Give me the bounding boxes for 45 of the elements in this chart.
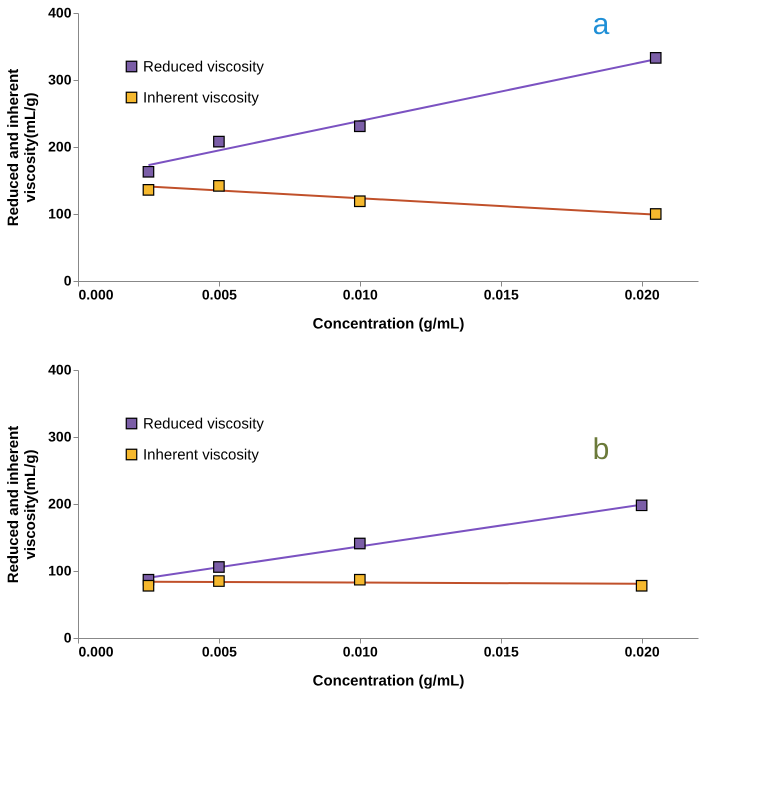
point <box>650 52 662 64</box>
x-tick-label: 0.000 <box>78 286 114 302</box>
y-tick-label: 0 <box>64 630 72 646</box>
y-axis-title: Reduced and inherent viscosity(mL/g) <box>5 68 40 226</box>
legend-label: Reduced viscosity <box>143 416 264 432</box>
point <box>354 120 366 132</box>
x-tick-label: 0.020 <box>624 286 660 302</box>
annotation: b <box>592 433 610 466</box>
point <box>142 166 154 178</box>
x-tick-label: 0.015 <box>484 644 519 660</box>
point <box>354 538 366 550</box>
y-tick-label: 100 <box>48 206 72 222</box>
y-tick-label: 0 <box>64 272 72 288</box>
point <box>636 499 648 512</box>
x-tick-label: 0.000 <box>78 644 114 660</box>
annotation: a <box>592 8 610 41</box>
x-tick-label: 0.010 <box>342 286 378 302</box>
x-axis-title: Concentration (g/mL) <box>312 672 464 690</box>
y-tick-label: 200 <box>48 138 72 154</box>
x-tick-label: 0.015 <box>484 286 519 302</box>
x-tick-label: 0.010 <box>342 644 378 660</box>
y-tick-label: 400 <box>48 4 72 20</box>
point <box>354 574 366 586</box>
legend-label: Reduced viscosity <box>143 58 264 76</box>
legend-label: Inherent viscosity <box>143 90 260 106</box>
legend-label: Inherent viscosity <box>143 446 260 464</box>
y-tick-label: 100 <box>48 562 72 578</box>
y-tick-label: 200 <box>48 496 72 512</box>
point <box>213 575 225 587</box>
y-tick-label: 400 <box>48 362 72 378</box>
point <box>142 184 154 196</box>
point <box>213 180 225 192</box>
x-tick-label: 0.005 <box>202 286 238 302</box>
point <box>142 580 154 592</box>
x-tick-label: 0.005 <box>202 644 238 660</box>
y-tick-label: 300 <box>48 428 72 444</box>
point <box>213 561 225 573</box>
point <box>636 580 648 592</box>
point <box>213 136 225 148</box>
point <box>650 208 662 220</box>
y-tick-label: 300 <box>48 72 72 88</box>
y-axis-title: Reduced and inherent viscosity(mL/g) <box>5 426 40 584</box>
x-axis-title: Concentration (g/mL) <box>312 316 464 332</box>
x-tick-label: 0.020 <box>624 644 660 660</box>
point <box>354 195 366 208</box>
